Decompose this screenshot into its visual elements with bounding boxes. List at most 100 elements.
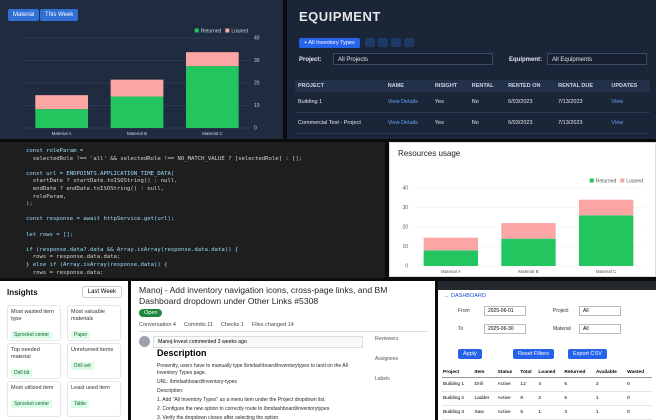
back-link[interactable]: ← DASHBOARD xyxy=(444,293,486,299)
link-cell[interactable]: View xyxy=(608,112,650,134)
pr-tab[interactable]: Checks 1 xyxy=(220,322,244,328)
y-tick-label: 10 xyxy=(254,103,260,109)
period-select[interactable]: Last Week xyxy=(81,286,122,298)
column-header: Loaned xyxy=(537,368,564,378)
material-chart: 0 10 20 30 40 Material A Material B Material C L… xyxy=(24,28,260,136)
field-value[interactable]: 2025-06-30 xyxy=(484,324,526,334)
resources-chart: 0 10 20 30 40 Material A Material B Material C L… xyxy=(402,178,645,274)
icon-button[interactable] xyxy=(365,38,375,47)
cell: Active xyxy=(496,377,520,392)
field-value[interactable]: 2025-06-01 xyxy=(484,306,526,316)
y-tick-label: 30 xyxy=(254,58,260,64)
project-select[interactable]: All Projects xyxy=(333,53,493,65)
column-header: UPDATES xyxy=(608,80,650,92)
field-value[interactable]: All xyxy=(579,324,621,334)
cell: Building 2 xyxy=(442,391,474,406)
code-editor: const roleParam = selectedRole !== 'all'… xyxy=(0,142,385,278)
y-tick-label: 20 xyxy=(402,224,408,230)
insight-card: Top needed material Drill bit xyxy=(7,343,61,379)
link-cell[interactable]: View Details xyxy=(384,112,432,134)
x-tick-label: Material B xyxy=(518,269,538,274)
table-row: Building 2 Ladder Active 8 2 5 1 0 xyxy=(442,391,652,406)
pr-tabs: Conversation 4 Commits 11 Checks 1 Files ch… xyxy=(139,322,427,332)
legend-swatch xyxy=(225,28,230,33)
column-header: Item xyxy=(473,368,497,378)
pr-status: Open xyxy=(139,309,163,317)
body-line: 3. Verify the dropdown closes after sele… xyxy=(157,415,279,420)
link-cell[interactable]: View xyxy=(608,92,650,113)
card-badge: Drill set xyxy=(71,362,94,370)
cell: Yes xyxy=(431,92,469,113)
icon-button[interactable] xyxy=(391,38,401,47)
report-button[interactable]: Export CSV xyxy=(568,349,607,359)
cell: 1 xyxy=(537,405,564,420)
code-block: const roleParam = selectedRole !== 'all'… xyxy=(26,148,302,277)
card-label: Most valuable materials xyxy=(71,309,105,322)
equipment-select[interactable]: All Equipments xyxy=(547,53,647,65)
field-value[interactable]: All xyxy=(579,306,621,316)
bar-segment xyxy=(578,215,634,266)
link-cell[interactable]: View Details xyxy=(384,92,432,113)
report-button[interactable]: Apply xyxy=(458,349,482,359)
insights-title: Insights xyxy=(7,288,38,297)
cell: 4 xyxy=(537,377,564,392)
material-select[interactable]: Material xyxy=(8,9,40,21)
cell: 6/03/2023 xyxy=(505,92,556,113)
report-button[interactable]: Reset Filters xyxy=(513,349,554,359)
cell: 6 xyxy=(563,377,595,392)
code-line: ); xyxy=(26,201,33,208)
code-line: startDate ? startDate.toISOString() : nu… xyxy=(26,178,178,185)
icon-button[interactable] xyxy=(378,38,388,47)
card-badge: Sprocket center xyxy=(11,331,53,339)
table-row: Building 3 Saw Active 5 1 3 1 0 xyxy=(442,405,652,420)
body-line: Presently, users have to manually type /… xyxy=(157,363,348,376)
material-chart-panel: Material This Week 0 10 20 30 40 Material A Ma… xyxy=(0,0,283,139)
y-tick-label: 20 xyxy=(254,80,260,86)
inventory-types-button[interactable]: + All Inventory Types xyxy=(299,38,360,48)
bar-segment xyxy=(423,237,479,251)
project-label: Project: xyxy=(299,57,322,63)
icon-button[interactable] xyxy=(404,38,414,47)
code-line: endDate ? endDate.toISOString() : null, xyxy=(26,185,165,192)
description-body: Presently, users have to manually type /… xyxy=(157,363,362,420)
x-tick-label: Material C xyxy=(596,269,617,274)
cell: No xyxy=(468,112,506,134)
cell: Building 1 xyxy=(295,92,385,113)
bar-segment xyxy=(185,52,239,67)
legend-swatch xyxy=(589,178,594,183)
y-tick-label: 0 xyxy=(254,125,257,131)
comment-header: Manoj-Invest commented 3 weeks ago xyxy=(153,336,363,348)
code-line: selectedRole !== 'all' && selectedRole !… xyxy=(26,155,303,162)
pr-tab[interactable]: Files changed 14 xyxy=(251,322,294,328)
cell: Drill xyxy=(473,377,497,392)
card-label: Least used item xyxy=(71,385,110,391)
equipment-table: PROJECT NAME INSIGHT RENTAL RENTED ON RENTAL … xyxy=(295,80,650,134)
bar-segment xyxy=(185,66,239,128)
pr-tab[interactable]: Conversation 4 xyxy=(139,322,176,328)
code-line: const url = ENDPOINTS.APPLICATION_TIME_D… xyxy=(26,170,175,177)
equipment-title: EQUIPMENT xyxy=(299,9,381,24)
bar-segment xyxy=(35,95,89,110)
field-label: Material xyxy=(553,326,571,332)
pr-tab[interactable]: Commits 11 xyxy=(184,322,213,328)
y-tick-label: 10 xyxy=(402,244,408,250)
column-header: Status xyxy=(496,368,520,378)
cell: 1 xyxy=(594,391,627,406)
code-line: rows = response.data.data; xyxy=(26,254,121,261)
insight-card: Most utilized item Sprocket center xyxy=(7,381,61,417)
card-label: Most utilized item xyxy=(11,385,54,391)
equipment-panel: EQUIPMENT + All Inventory Types Project:… xyxy=(287,0,656,139)
code-line xyxy=(26,209,302,217)
period-select[interactable]: This Week xyxy=(40,9,79,21)
y-tick-label: 0 xyxy=(405,263,408,269)
legend-label: Loaned xyxy=(231,28,248,34)
field-label: Project xyxy=(553,308,569,314)
bar-segment xyxy=(501,238,556,266)
code-line xyxy=(26,224,302,232)
cell: Active xyxy=(496,391,520,406)
column-header: NAME xyxy=(384,80,432,92)
cell: Yes xyxy=(431,112,469,134)
column-header: Project xyxy=(442,368,474,378)
code-line xyxy=(26,163,302,171)
